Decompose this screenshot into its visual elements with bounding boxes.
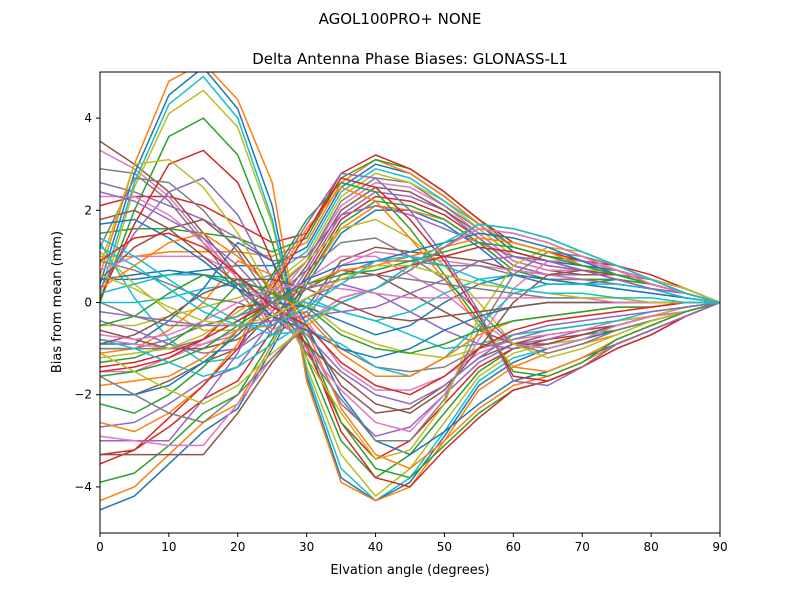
series-line-s43 (100, 181, 720, 414)
y-tick-label: −2 (74, 388, 92, 402)
chart-title: Delta Antenna Phase Biases: GLONASS-L1 (252, 50, 568, 68)
x-tick-label: 90 (712, 540, 727, 554)
x-tick-label: 10 (161, 540, 176, 554)
series-line-s45 (100, 172, 720, 442)
series-line-s61 (100, 218, 720, 359)
series-line-s33 (100, 283, 720, 479)
series-line-s21 (100, 72, 720, 502)
plot-area: 0 10 20 30 40 50 60 70 80 90 −4 −2 0 2 4 (74, 71, 728, 554)
x-tick-label: 40 (368, 540, 383, 554)
series-lines (100, 72, 720, 511)
y-axis-label: Bias from mean (mm) (50, 231, 65, 373)
series-line-s64 (100, 232, 720, 396)
series-line-s53 (100, 241, 720, 378)
x-tick-label: 70 (575, 540, 590, 554)
series-line-s01 (100, 209, 720, 511)
y-tick-label: 4 (84, 111, 92, 125)
x-tick-label: 80 (643, 540, 658, 554)
x-tick-label: 50 (437, 540, 452, 554)
series-line-s70 (100, 246, 720, 327)
y-tick-label: −4 (74, 480, 92, 494)
x-tick-label: 0 (96, 540, 104, 554)
figure-suptitle: AGOL100PRO+ NONE (319, 10, 482, 28)
series-line-s20 (100, 75, 720, 502)
x-tick-label: 20 (230, 540, 245, 554)
y-tick-label: 0 (84, 296, 92, 310)
x-axis-label: Elvation angle (degrees) (330, 563, 489, 578)
x-tick-label: 30 (299, 540, 314, 554)
series-line-s63 (100, 274, 720, 354)
series-line-s51 (100, 232, 720, 396)
series-line-s65 (100, 191, 720, 405)
series-line-s37 (100, 255, 720, 350)
series-line-s39 (100, 218, 720, 359)
y-tick-label: 2 (84, 203, 92, 217)
x-tick-label: 60 (506, 540, 521, 554)
